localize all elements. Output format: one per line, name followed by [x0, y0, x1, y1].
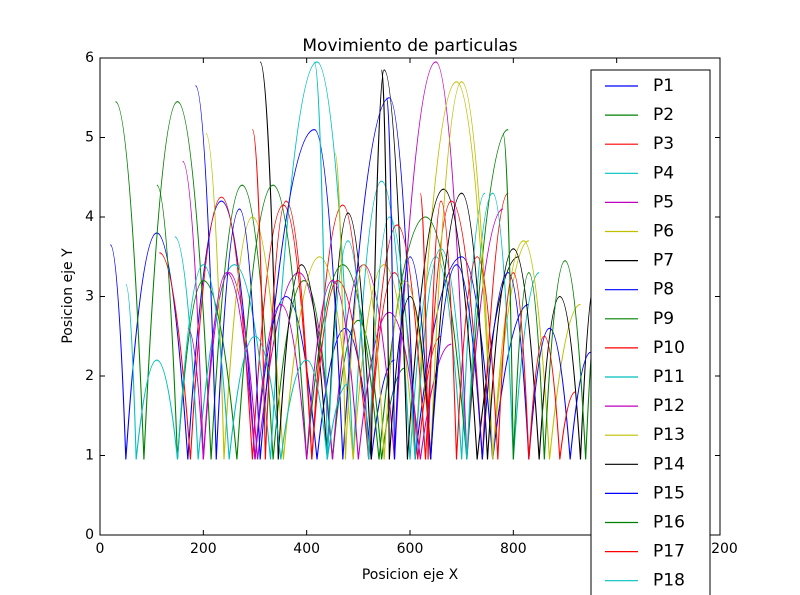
- x-tick-label: 0: [96, 541, 105, 557]
- y-tick-label: 6: [85, 50, 94, 66]
- y-tick-label: 4: [85, 209, 94, 225]
- series-line: [195, 85, 529, 460]
- legend-label: P9: [653, 309, 674, 329]
- legend-label: P16: [653, 513, 685, 533]
- legend-label: P5: [653, 192, 674, 212]
- series-line: [182, 61, 504, 460]
- x-tick-label: 200: [190, 541, 217, 557]
- legend-label: P6: [653, 222, 674, 242]
- series-line: [419, 192, 576, 460]
- x-tick-label: 800: [500, 541, 527, 557]
- legend-label: P7: [653, 251, 674, 271]
- legend-label: P10: [653, 338, 685, 358]
- plot-lines: [109, 61, 664, 460]
- legend-frame: [590, 69, 711, 595]
- legend-label: P12: [653, 396, 685, 416]
- y-axis-label: Posicion eje Y: [60, 248, 76, 344]
- legend-label: P13: [653, 425, 685, 445]
- y-tick-label: 0: [85, 527, 94, 543]
- series-line: [115, 101, 405, 460]
- chart-title: Movimiento de particulas: [302, 36, 517, 56]
- series-line: [381, 69, 597, 460]
- x-tick-label: 600: [397, 541, 424, 557]
- legend-box: [591, 70, 710, 595]
- x-tick-label: 400: [293, 541, 320, 557]
- series-line: [313, 61, 540, 460]
- x-tick-label: 1200: [702, 541, 738, 557]
- y-tick-label: 3: [85, 289, 94, 305]
- legend-label: P18: [653, 571, 685, 591]
- x-axis-label: Posicion eje X: [362, 567, 459, 583]
- series-line: [334, 81, 581, 460]
- legend-label: P3: [653, 134, 674, 154]
- legend-label: P17: [653, 542, 685, 562]
- legend-label: P1: [653, 76, 674, 96]
- legend-label: P2: [653, 105, 674, 125]
- legend-label: P4: [653, 163, 674, 183]
- y-tick-label: 2: [85, 368, 94, 384]
- series-line: [125, 264, 349, 460]
- y-tick-label: 5: [85, 130, 94, 146]
- legend-label: P8: [653, 280, 674, 300]
- legend-label: P11: [653, 367, 685, 387]
- legend-label: P15: [653, 483, 685, 503]
- series-line: [205, 81, 529, 460]
- series-line: [386, 97, 592, 460]
- legend-label: P14: [653, 454, 685, 474]
- y-tick-label: 1: [85, 448, 94, 464]
